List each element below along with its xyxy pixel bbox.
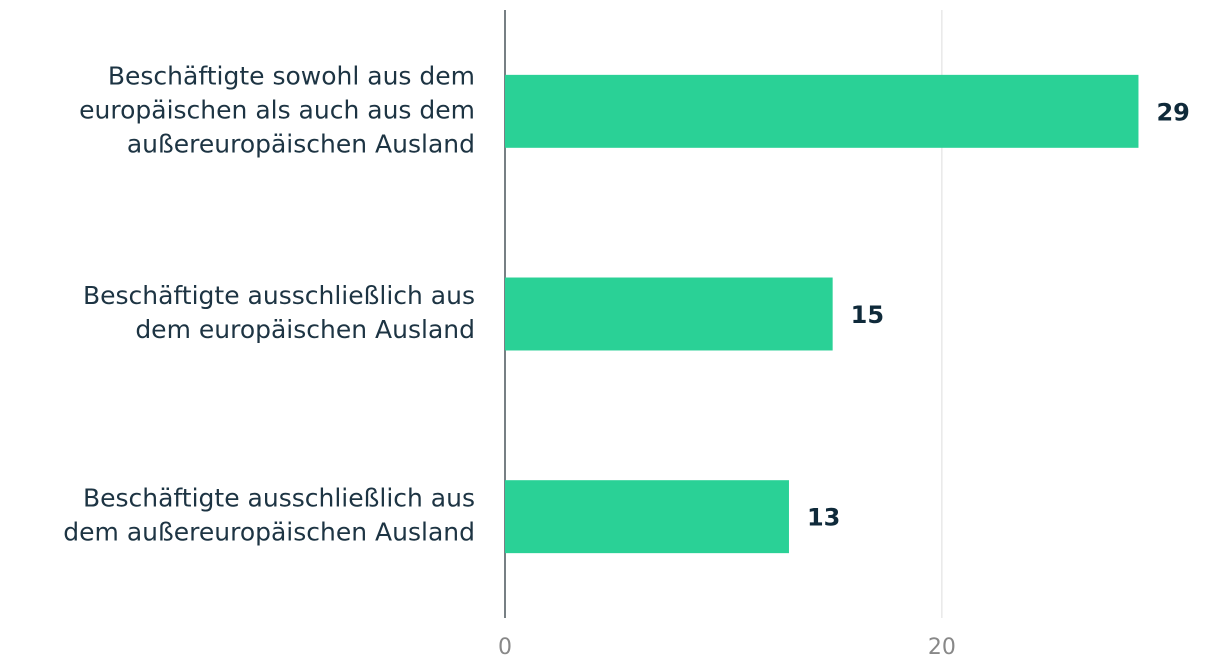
y-tick-label: Beschäftigte sowohl aus dem europäischen … [79,61,475,158]
y-tick-label: Beschäftigte ausschließlich aus dem europ… [83,281,475,344]
bar [505,277,833,351]
x-tick-label: 0 [498,635,512,660]
y-tick-label: Beschäftigte ausschließlich aus dem außer… [63,484,475,547]
bar [505,480,789,554]
value-label: 13 [807,504,840,532]
x-tick-label: 20 [928,635,956,660]
value-label: 29 [1156,98,1189,126]
bar [505,74,1139,148]
value-label: 15 [851,301,884,329]
